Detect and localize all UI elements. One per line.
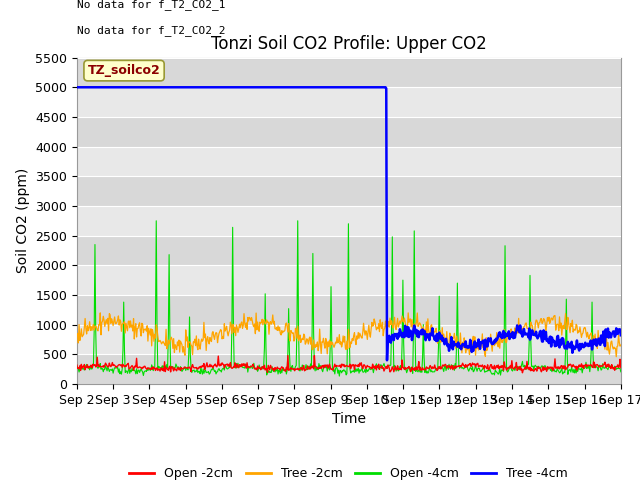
Bar bbox=[77, 236, 621, 265]
Bar bbox=[77, 176, 621, 206]
X-axis label: Time: Time bbox=[332, 412, 366, 426]
Bar bbox=[77, 295, 621, 324]
Bar bbox=[77, 324, 621, 354]
Bar bbox=[77, 87, 621, 117]
Bar bbox=[77, 146, 621, 176]
Y-axis label: Soil CO2 (ppm): Soil CO2 (ppm) bbox=[15, 168, 29, 274]
Bar bbox=[77, 206, 621, 236]
Title: Tonzi Soil CO2 Profile: Upper CO2: Tonzi Soil CO2 Profile: Upper CO2 bbox=[211, 35, 486, 53]
Bar bbox=[77, 354, 621, 384]
Text: No data for f_T2_CO2_2: No data for f_T2_CO2_2 bbox=[77, 25, 225, 36]
Bar bbox=[77, 117, 621, 146]
Legend: Open -2cm, Tree -2cm, Open -4cm, Tree -4cm: Open -2cm, Tree -2cm, Open -4cm, Tree -4… bbox=[124, 462, 573, 480]
Text: No data for f_T2_CO2_1: No data for f_T2_CO2_1 bbox=[77, 0, 225, 10]
Text: TZ_soilco2: TZ_soilco2 bbox=[88, 64, 161, 77]
Bar bbox=[77, 265, 621, 295]
Bar bbox=[77, 58, 621, 87]
